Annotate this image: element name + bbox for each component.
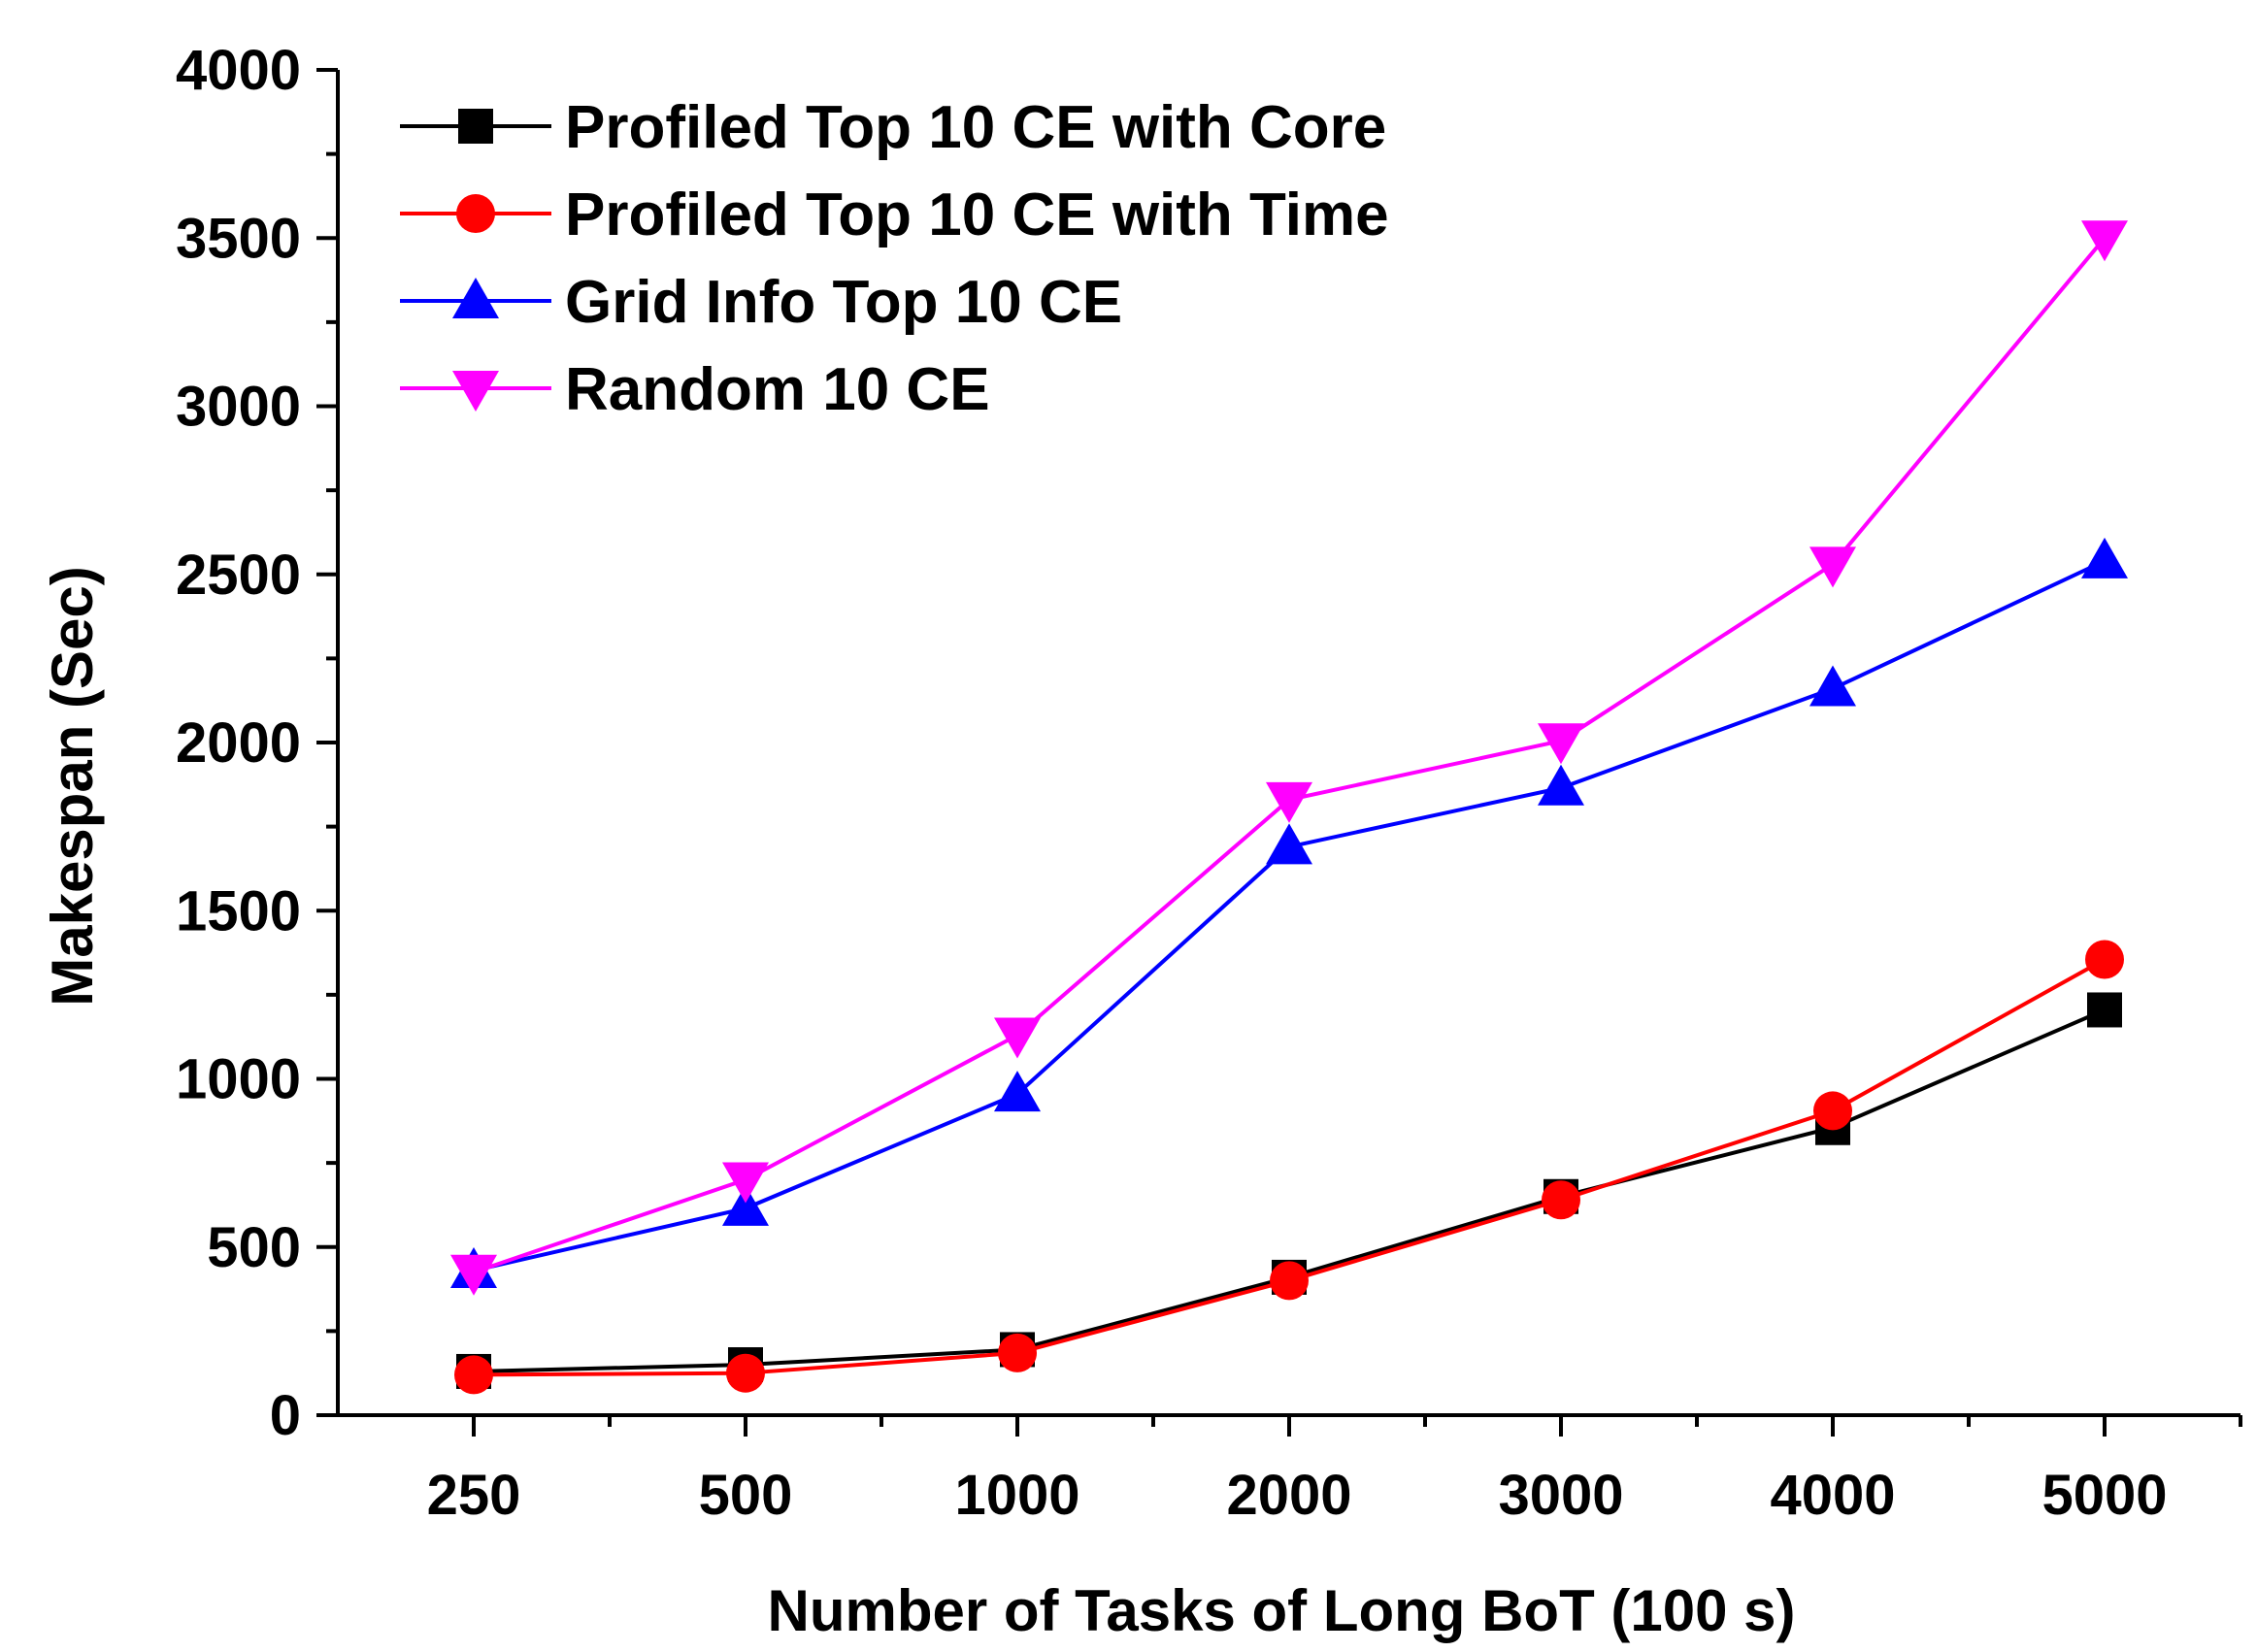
- legend-entry: Profiled Top 10 CE with Time: [400, 182, 1389, 248]
- legend-entry: Profiled Top 10 CE with Core: [400, 94, 1386, 161]
- data-point: [1809, 665, 1856, 707]
- x-axis-title: Number of Tasks of Long BoT (100 s): [768, 1578, 1796, 1643]
- data-point: [2087, 992, 2122, 1028]
- y-tick-label: 3500: [176, 207, 301, 270]
- data-point: [1809, 546, 1856, 588]
- legend-label: Profiled Top 10 CE with Core: [565, 94, 1386, 161]
- data-point: [2085, 940, 2124, 979]
- legend-label: Random 10 CE: [565, 356, 990, 423]
- series-4: [450, 220, 2128, 1296]
- legend-marker: [452, 278, 499, 318]
- x-tick-label: 2000: [1226, 1464, 1351, 1527]
- data-point: [1538, 764, 1584, 806]
- legend-label: Profiled Top 10 CE with Time: [565, 182, 1389, 248]
- y-tick-label: 4000: [176, 39, 301, 102]
- y-tick-label: 1500: [176, 879, 301, 942]
- data-point: [722, 1162, 769, 1204]
- legend-label: Grid Info Top 10 CE: [565, 269, 1122, 336]
- data-point: [722, 1184, 769, 1226]
- legend-marker: [456, 194, 495, 233]
- series-layer: [450, 220, 2128, 1395]
- data-point: [2081, 537, 2128, 578]
- data-point: [1266, 781, 1312, 823]
- data-point: [998, 1333, 1037, 1372]
- data-point: [994, 1071, 1041, 1112]
- data-point: [1538, 723, 1584, 765]
- series-1: [456, 992, 2122, 1389]
- x-tick-label: 500: [699, 1464, 793, 1527]
- legend-marker: [452, 371, 499, 412]
- y-tick-label: 2500: [176, 544, 301, 607]
- data-point: [1813, 1091, 1852, 1131]
- series-2: [454, 940, 2124, 1395]
- x-tick-label: 4000: [1770, 1464, 1895, 1527]
- x-tick-label: 3000: [1498, 1464, 1623, 1527]
- legend: Profiled Top 10 CE with Core Profiled Top…: [400, 94, 1389, 423]
- axes: 0 500 1000 1500 2000 2500 3000 3500 4000 250 500 10…: [176, 39, 2242, 1527]
- series-line: [473, 559, 2106, 1272]
- y-tick-label: 500: [207, 1216, 301, 1279]
- y-tick-label: 2000: [176, 711, 301, 775]
- data-point: [450, 1254, 497, 1296]
- legend-entry: Random 10 CE: [400, 356, 990, 423]
- y-tick-label: 0: [270, 1384, 301, 1447]
- data-point: [1270, 1261, 1309, 1301]
- y-tick-label: 3000: [176, 376, 301, 439]
- data-point: [454, 1355, 493, 1395]
- data-point: [726, 1353, 765, 1393]
- y-axis-title: Makespan (Sec): [40, 566, 105, 1007]
- series-3: [450, 537, 2128, 1289]
- x-tick-label: 1000: [954, 1464, 1079, 1527]
- series-line: [473, 957, 2106, 1377]
- data-point: [2081, 220, 2128, 262]
- data-point: [1542, 1180, 1580, 1220]
- data-point: [1266, 823, 1312, 865]
- x-tick-label: 250: [427, 1464, 521, 1527]
- legend-marker: [458, 109, 493, 144]
- y-tick-label: 1000: [176, 1048, 301, 1111]
- data-point: [994, 1017, 1041, 1059]
- legend-entry: Grid Info Top 10 CE: [400, 269, 1122, 336]
- x-tick-label: 5000: [2041, 1464, 2167, 1527]
